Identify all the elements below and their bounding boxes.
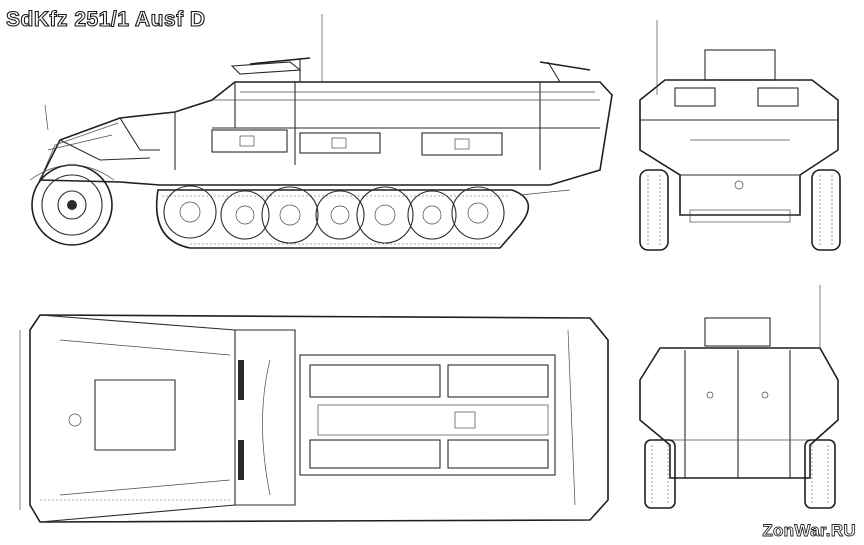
rear-view bbox=[639, 285, 839, 509]
side-view bbox=[29, 14, 613, 249]
watermark: ZonWar.RU bbox=[762, 521, 856, 541]
front-view bbox=[639, 20, 841, 251]
drawing-title: SdKfz 251/1 Ausf D bbox=[5, 7, 206, 31]
top-view bbox=[19, 314, 609, 523]
